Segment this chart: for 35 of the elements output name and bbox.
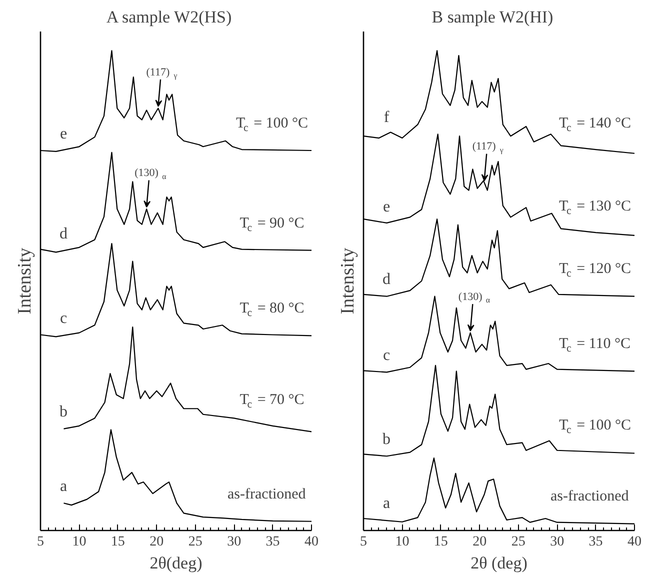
- series-label: c: [60, 310, 68, 328]
- x-tick-label: 20: [150, 534, 164, 550]
- y-axis-title: Intensity: [14, 247, 36, 314]
- x-tick-label: 25: [511, 534, 526, 550]
- x-tick-label: 10: [395, 534, 410, 550]
- series-label: a: [382, 495, 390, 512]
- series-label: e: [382, 198, 390, 216]
- x-tick-label: 35: [588, 534, 603, 550]
- series-label: a: [60, 478, 68, 495]
- series-label: c: [382, 346, 390, 364]
- x-tick-label: 10: [72, 534, 86, 550]
- series-label: d: [382, 271, 391, 288]
- series-label: f: [384, 108, 390, 126]
- annotation: as-fractioned: [228, 486, 306, 503]
- x-tick-label: 35: [266, 534, 280, 550]
- chart-title: B sample W2(HI): [432, 8, 554, 26]
- series-label: b: [60, 403, 68, 420]
- x-axis-title: 2θ(deg): [150, 554, 202, 572]
- y-axis-title: Intensity: [338, 247, 358, 314]
- annotation: as-fractioned: [550, 488, 630, 505]
- x-axis-title: 2θ (deg): [470, 554, 528, 572]
- x-tick-label: 5: [37, 534, 44, 550]
- series-label: e: [60, 126, 68, 143]
- series-label: d: [60, 225, 68, 242]
- x-tick-label: 20: [472, 534, 487, 550]
- series-label: b: [382, 430, 391, 448]
- x-tick-label: 15: [110, 534, 125, 550]
- x-tick-label: 40: [628, 534, 642, 550]
- x-tick-label: 15: [434, 534, 448, 550]
- x-tick-label: 40: [304, 534, 318, 550]
- x-tick-label: 5: [360, 534, 367, 550]
- x-tick-label: 30: [550, 534, 564, 550]
- x-tick-label: 25: [188, 534, 202, 550]
- x-tick-label: 30: [227, 534, 242, 550]
- chart-title: A sample W2(HS): [106, 8, 232, 26]
